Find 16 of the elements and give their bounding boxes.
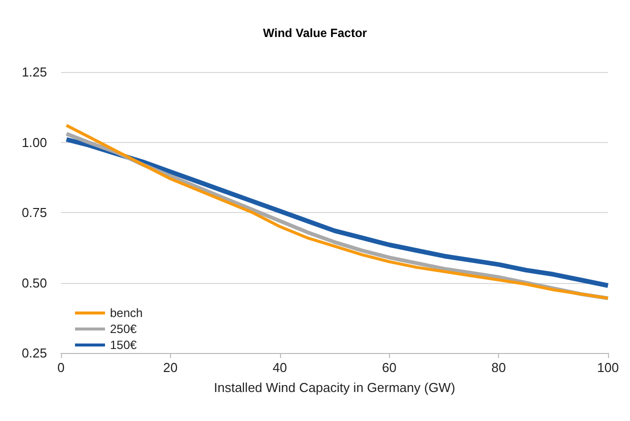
chart-title: Wind Value Factor xyxy=(263,26,368,40)
x-tick-label: 80 xyxy=(491,360,506,375)
legend-label: 150€ xyxy=(110,338,138,352)
legend-label: 250€ xyxy=(110,322,138,336)
y-tick-label: 0.50 xyxy=(22,275,47,290)
x-tick-label: 40 xyxy=(272,360,288,375)
y-tick-label: 1.00 xyxy=(22,134,47,150)
x-tick-label: 100 xyxy=(597,360,619,375)
legend-label: bench xyxy=(110,306,143,320)
y-tick-label: 0.75 xyxy=(22,205,47,220)
y-tick-label: 0.25 xyxy=(22,346,47,360)
x-tick-label: 0 xyxy=(57,360,65,375)
x-tick-label: 60 xyxy=(382,360,396,375)
x-tick-label: 20 xyxy=(163,360,178,375)
x-axis-title: Installed Wind Capacity in Germany (GW) xyxy=(214,380,456,395)
y-tick-label: 1.25 xyxy=(22,64,47,80)
